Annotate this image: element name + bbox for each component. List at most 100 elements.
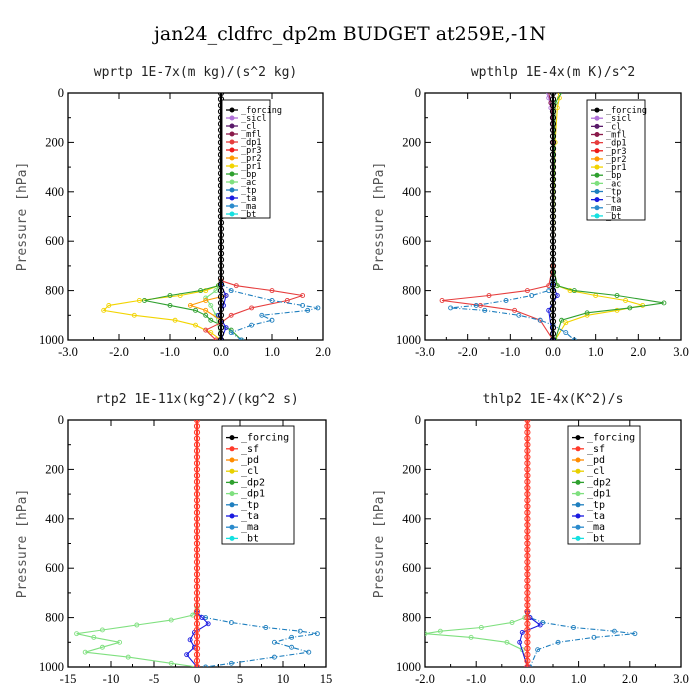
series-marker-bp — [571, 288, 577, 294]
legend-marker — [229, 491, 235, 497]
series-marker-tp — [482, 307, 488, 313]
legend-marker — [594, 197, 600, 203]
legend-marker — [229, 139, 235, 145]
chart-panel-4: thlp2 1E-4x(K^2)/s Pressure [hPa] -2.0 -1.0… — [372, 392, 689, 686]
legend-entry: _cl — [241, 122, 256, 132]
series-marker-bp — [584, 310, 590, 316]
series-marker-forcing — [549, 213, 557, 220]
series-marker-tp — [300, 302, 306, 308]
series-marker-forcing — [549, 96, 557, 103]
legend-box — [567, 425, 641, 545]
series-marker-sf — [193, 472, 201, 479]
y-tick-label: 400 — [402, 512, 421, 526]
series-marker-sf — [193, 645, 201, 652]
series-marker-forcing — [549, 299, 557, 307]
series-marker-forcing — [549, 182, 557, 189]
series-marker-ta — [199, 615, 205, 621]
series-marker-sf — [193, 515, 201, 522]
series-marker-forcing — [549, 207, 557, 214]
series-marker-sf — [193, 565, 201, 572]
series-marker-tp — [306, 649, 312, 655]
legend-marker — [229, 502, 235, 508]
series-marker-tp — [228, 660, 234, 666]
series-marker-sf — [193, 614, 201, 621]
figure-title: jan24_cldfrc_dp2m BUDGET at259E,-1N — [152, 23, 546, 45]
series-marker-tp — [571, 625, 576, 630]
series-marker-forcing — [549, 164, 557, 171]
series-marker-sf — [193, 608, 201, 615]
y-tick-label: 200 — [402, 135, 421, 149]
series-marker-sf — [193, 521, 201, 529]
series-marker-sf — [524, 491, 531, 498]
legend-entry: _pr1 — [606, 163, 626, 173]
series-marker-forcing — [549, 281, 557, 288]
legend-entry: _ac — [241, 178, 256, 188]
series-marker-sf — [524, 577, 531, 584]
x-tick-label: -5 — [149, 672, 159, 686]
series-marker-bp — [614, 293, 620, 298]
series-marker-forcing — [217, 318, 225, 325]
legend-entry: _bp — [241, 170, 256, 180]
series-marker-tp — [228, 620, 234, 625]
legend-marker — [575, 535, 581, 541]
legend-marker — [229, 203, 235, 209]
series-marker-tp — [591, 634, 597, 640]
y-tick-label: 400 — [45, 185, 64, 199]
y-tick-label: 1000 — [39, 333, 64, 347]
series-marker-tp — [271, 654, 277, 660]
series-marker-pr1 — [101, 307, 107, 313]
series-marker-pr1 — [203, 288, 209, 294]
legend-marker — [575, 479, 581, 485]
series-marker-ta — [519, 629, 525, 635]
legend-entry: _pr3 — [606, 147, 626, 157]
series-marker-pr1 — [614, 307, 620, 313]
series-marker-forcing — [549, 93, 557, 97]
legend-entry: _ma — [606, 204, 621, 214]
legend-entry: _sicl — [241, 114, 267, 124]
y-tick-label: 200 — [45, 462, 64, 476]
series-marker-tp — [540, 620, 546, 625]
series-marker-ta — [184, 652, 190, 658]
series-marker-sf — [524, 423, 531, 430]
series-marker-forcing — [217, 256, 225, 263]
legend-marker — [594, 156, 600, 162]
series-marker-ta — [223, 293, 229, 298]
series-marker-forcing — [217, 287, 225, 294]
series-marker-sf — [524, 608, 531, 615]
series-marker-ta — [517, 639, 523, 645]
series-marker-forcing — [549, 126, 557, 134]
legend-entry: _dp1 — [241, 489, 265, 500]
series-marker-dp1_light — [168, 617, 174, 623]
series-marker-sf — [524, 626, 531, 634]
series-marker-sf — [193, 552, 201, 559]
series-marker-sf — [524, 633, 531, 640]
legend-entry: _bt — [241, 210, 256, 220]
series-marker-sf — [193, 466, 201, 473]
series-marker-sf — [193, 602, 201, 609]
series-marker-forcing — [217, 275, 225, 282]
legend-marker — [229, 163, 235, 169]
legend-entry: _bt — [241, 533, 259, 544]
series-marker-forcing — [217, 312, 225, 319]
series-marker-sf — [524, 466, 531, 473]
series-marker-forcing — [217, 244, 225, 251]
legend-marker — [575, 435, 581, 441]
series-marker-sf — [524, 663, 531, 667]
series-marker-sf — [193, 540, 201, 547]
series-marker-dp1_light — [437, 628, 443, 634]
legend-entry: _dp1 — [606, 139, 626, 149]
series-marker-dp1_light — [425, 631, 428, 637]
y-tick-label: 0 — [58, 86, 64, 100]
series-marker-forcing — [549, 139, 557, 146]
x-tick-label: -2.0 — [415, 672, 435, 686]
series-marker-forcing — [549, 188, 557, 195]
legend-marker — [229, 187, 235, 193]
series-marker-sf — [524, 447, 531, 454]
y-axis-label: Pressure [hPa] — [15, 489, 30, 599]
legend-marker — [229, 171, 235, 177]
series-marker-forcing — [549, 262, 557, 269]
series-marker-tp — [249, 322, 255, 328]
series-marker-ta — [537, 622, 543, 628]
series-marker-pr1 — [106, 302, 112, 308]
x-tick-label: 2.0 — [315, 345, 331, 359]
